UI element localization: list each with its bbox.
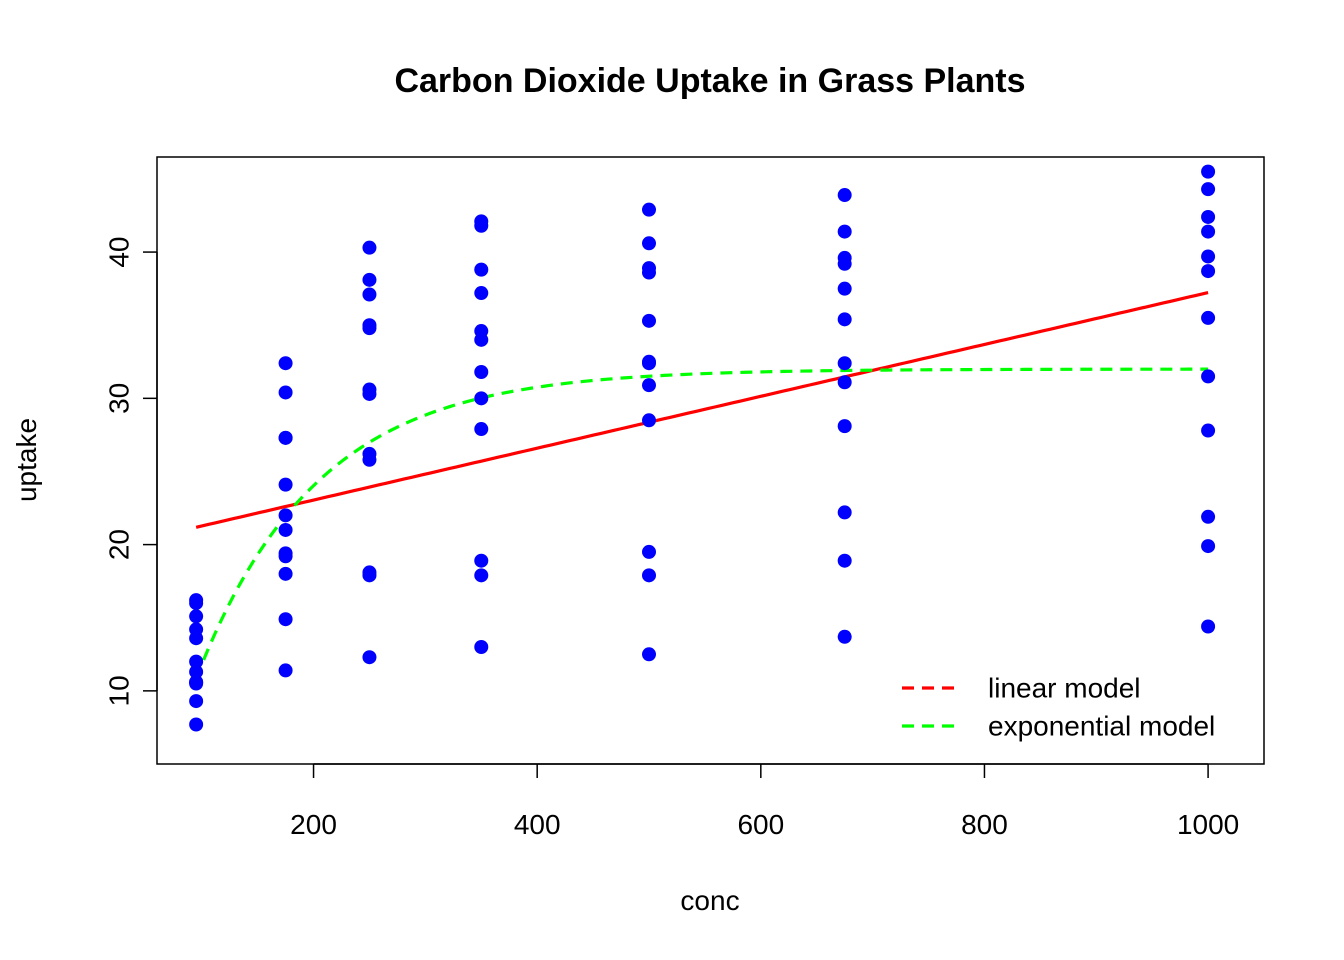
- data-point: [642, 356, 656, 371]
- data-point: [1201, 509, 1216, 524]
- exponential-model-line: [194, 367, 1209, 680]
- data-point: [362, 650, 377, 665]
- data-point: [642, 568, 656, 583]
- data-point: [837, 419, 852, 434]
- data-point: [837, 375, 852, 390]
- legend: linear model exponential model: [902, 673, 1215, 742]
- data-point: [362, 568, 377, 583]
- x-tick-label: 400: [514, 809, 561, 840]
- data-point: [837, 312, 852, 327]
- x-axis: 200 400 600 800 1000: [290, 763, 1239, 840]
- x-tick-label: 1000: [1177, 809, 1239, 840]
- data-point: [189, 609, 204, 624]
- series-layer: [194, 291, 1209, 680]
- data-point: [474, 286, 489, 301]
- y-tick-label: 40: [104, 236, 135, 267]
- data-point: [1201, 164, 1216, 179]
- data-point: [189, 593, 204, 608]
- legend-label: exponential model: [988, 711, 1215, 742]
- data-point: [278, 385, 293, 400]
- data-point: [278, 508, 293, 523]
- data-point: [189, 675, 204, 690]
- data-point: [1201, 249, 1216, 264]
- data-point: [278, 612, 293, 627]
- data-point: [189, 694, 204, 709]
- data-point: [642, 202, 656, 217]
- data-point: [189, 622, 204, 637]
- data-point: [474, 639, 489, 654]
- legend-label: linear model: [988, 673, 1141, 704]
- data-point: [474, 391, 489, 406]
- linear-model-line: [195, 291, 1209, 529]
- data-point: [474, 553, 489, 568]
- x-tick-label: 600: [737, 809, 784, 840]
- data-point: [474, 262, 489, 277]
- data-point: [837, 250, 852, 265]
- data-point: [278, 522, 293, 537]
- data-point: [474, 422, 489, 437]
- data-point: [837, 629, 852, 644]
- data-point: [362, 272, 377, 287]
- data-point: [474, 332, 489, 347]
- data-point: [1201, 310, 1216, 325]
- y-axis: 10 20 30 40: [104, 236, 158, 706]
- data-point: [474, 214, 489, 229]
- data-point: [837, 553, 852, 568]
- data-point: [1201, 224, 1216, 239]
- data-point: [278, 663, 293, 678]
- data-point: [278, 566, 293, 581]
- data-point: [1201, 182, 1216, 197]
- data-point: [362, 287, 377, 302]
- x-axis-label: conc: [680, 885, 739, 916]
- x-tick-label: 800: [961, 809, 1008, 840]
- x-tick-label: 200: [290, 809, 337, 840]
- data-point: [642, 313, 656, 328]
- data-point: [362, 240, 377, 255]
- data-point: [278, 430, 293, 445]
- data-point: [642, 236, 656, 251]
- data-point: [837, 224, 852, 239]
- data-point: [837, 356, 852, 371]
- data-point: [642, 544, 656, 559]
- data-point: [837, 188, 852, 203]
- data-point: [1201, 369, 1216, 384]
- data-point: [642, 647, 656, 662]
- data-point: [278, 356, 293, 371]
- data-point: [278, 546, 293, 561]
- data-point: [642, 413, 656, 428]
- chart-title: Carbon Dioxide Uptake in Grass Plants: [394, 62, 1025, 100]
- data-point: [362, 452, 377, 467]
- data-point: [837, 281, 852, 296]
- data-point: [642, 261, 656, 276]
- data-point: [1201, 209, 1216, 224]
- data-point: [1201, 619, 1216, 634]
- data-point: [1201, 539, 1216, 554]
- data-point: [474, 365, 489, 380]
- data-point: [642, 378, 656, 393]
- data-point: [837, 505, 852, 520]
- data-point: [362, 318, 377, 333]
- points-layer: [189, 164, 1216, 732]
- data-point: [189, 664, 204, 679]
- data-point: [474, 568, 489, 583]
- y-tick-label: 30: [104, 383, 135, 414]
- data-point: [189, 717, 204, 732]
- data-point: [1201, 423, 1216, 438]
- y-axis-label: uptake: [11, 418, 42, 502]
- y-tick-label: 20: [104, 529, 135, 560]
- data-point: [278, 477, 293, 492]
- y-tick-label: 10: [104, 675, 135, 706]
- data-point: [1201, 264, 1216, 279]
- data-point: [362, 382, 377, 397]
- data-point: [189, 654, 204, 669]
